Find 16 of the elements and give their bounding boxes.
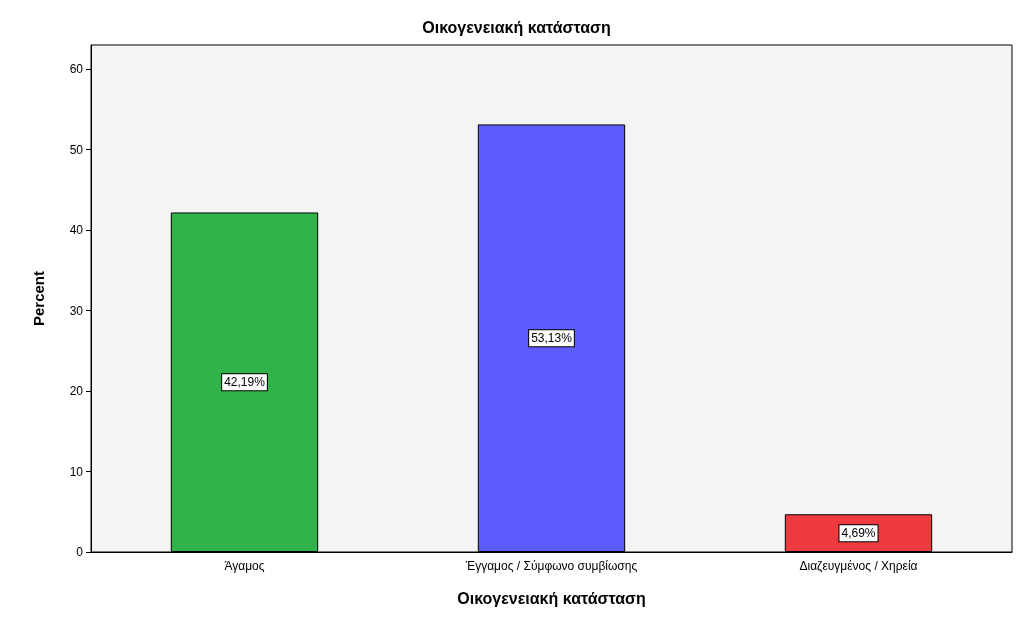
- y-tick-label: 40: [69, 223, 84, 238]
- x-tick-label: Έγγαμος / Σύμφωνο συμβίωσης: [464, 559, 638, 573]
- data-label: 4,69%: [841, 526, 876, 541]
- data-label: 53,13%: [531, 331, 573, 346]
- y-tick-label: 10: [69, 464, 84, 479]
- chart-title: Οικογενειακή κατάσταση: [422, 18, 611, 36]
- y-tick-label: 20: [69, 384, 84, 399]
- data-label: 42,19%: [224, 375, 266, 390]
- y-tick-label: 0: [76, 545, 84, 559]
- x-tick-label: Διαζευγμένος / Χηρεία: [799, 559, 918, 573]
- x-tick-label: Άγαμος: [224, 559, 265, 573]
- x-axis-title: Οικογενειακή κατάσταση: [457, 589, 646, 607]
- y-tick-label: 60: [69, 62, 84, 77]
- y-axis-title: Percent: [30, 270, 47, 327]
- y-tick-label: 50: [69, 142, 84, 157]
- y-tick-label: 30: [69, 303, 84, 318]
